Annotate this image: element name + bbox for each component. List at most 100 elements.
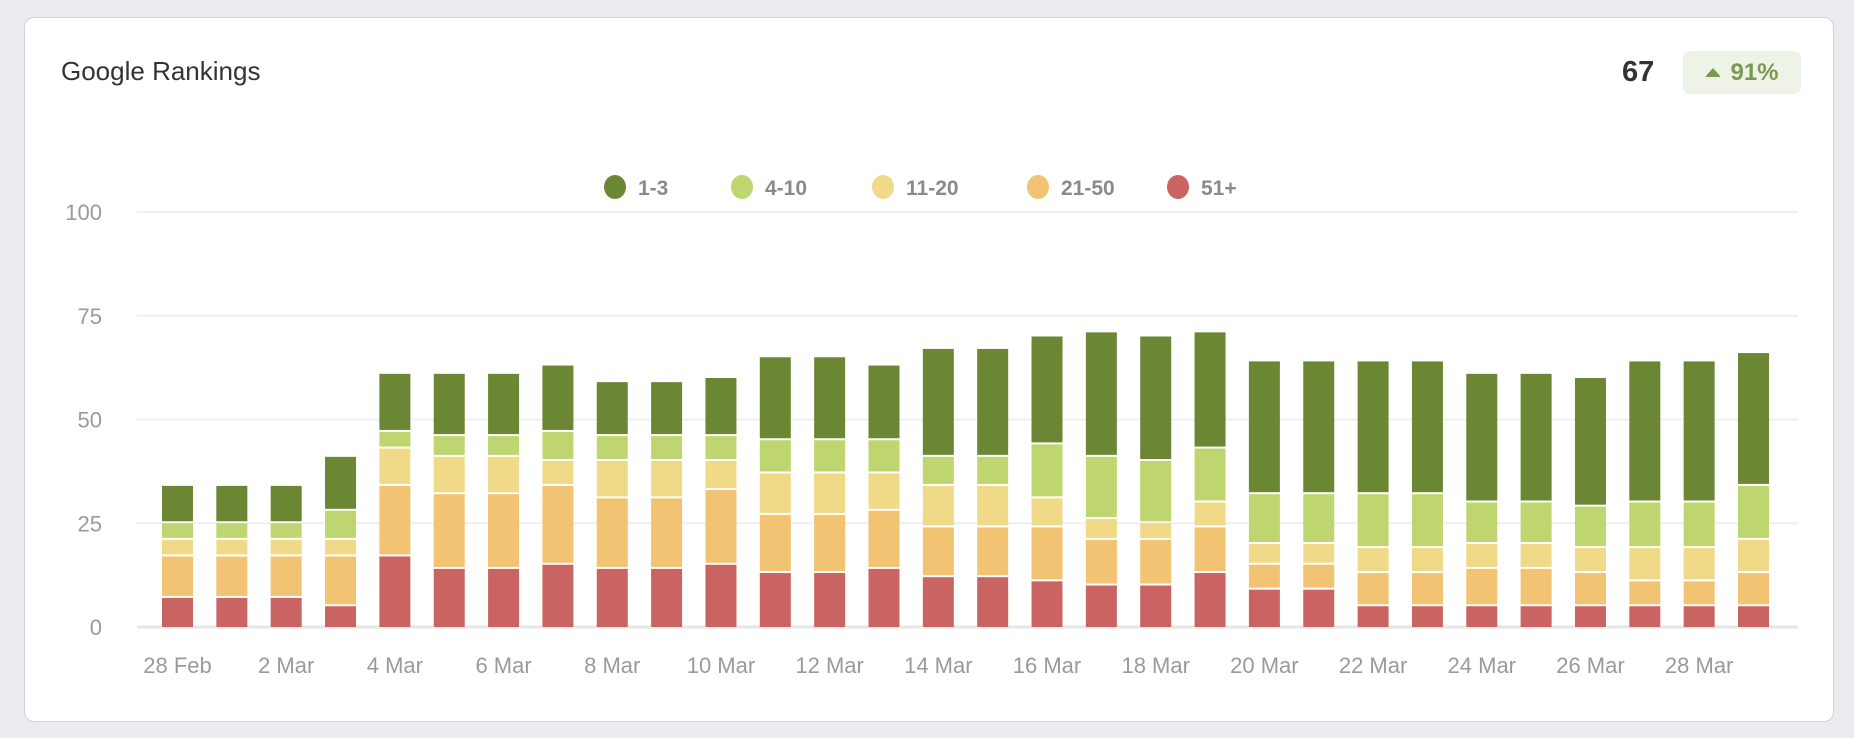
bar-segment-1-3 bbox=[596, 382, 628, 435]
x-tick-label: 8 Mar bbox=[584, 653, 640, 678]
bar-segment-1-3 bbox=[1520, 373, 1552, 501]
bar-segment-11-20 bbox=[1140, 523, 1172, 538]
bar-segment-21-50 bbox=[433, 494, 465, 567]
bar-segment-51plus bbox=[216, 597, 248, 627]
bar-segment-51plus bbox=[325, 606, 357, 627]
bar-segment-21-50 bbox=[162, 556, 193, 596]
bar-segment-4-10 bbox=[1411, 494, 1443, 547]
x-tick-label: 20 Mar bbox=[1230, 653, 1298, 678]
bar-segment-11-20 bbox=[1629, 548, 1661, 580]
x-tick-label: 26 Mar bbox=[1556, 653, 1624, 678]
bar-segment-4-10 bbox=[1031, 444, 1063, 497]
bar-segment-21-50 bbox=[325, 556, 357, 605]
bar-segment-11-20 bbox=[1194, 502, 1226, 526]
bar-segment-51plus bbox=[596, 568, 628, 627]
bar-segment-1-3 bbox=[1303, 361, 1335, 493]
bar-segment-11-20 bbox=[814, 473, 846, 513]
bar-segment-21-50 bbox=[1085, 539, 1117, 584]
y-tick-label: 0 bbox=[90, 615, 102, 640]
y-tick-label: 100 bbox=[65, 200, 102, 225]
y-tick-label: 75 bbox=[78, 304, 102, 329]
bar-segment-1-3 bbox=[977, 348, 1009, 455]
rankings-total: 67 bbox=[1622, 56, 1655, 88]
bar-segment-4-10 bbox=[651, 436, 683, 459]
card-title: Google Rankings bbox=[61, 56, 261, 86]
bar-segment-1-3 bbox=[1738, 353, 1769, 484]
bar-segment-4-10 bbox=[1738, 485, 1769, 538]
bar-segment-11-20 bbox=[379, 448, 411, 484]
bar-segment-4-10 bbox=[379, 431, 411, 447]
y-tick-label: 50 bbox=[78, 408, 102, 433]
bar-segment-1-3 bbox=[759, 357, 791, 439]
bar-segment-1-3 bbox=[433, 373, 465, 435]
bar-segment-11-20 bbox=[868, 473, 900, 509]
bar-segment-4-10 bbox=[1140, 461, 1172, 522]
bar-segment-1-3 bbox=[1629, 361, 1661, 501]
bar-segment-1-3 bbox=[162, 485, 193, 522]
bar-segment-21-50 bbox=[868, 510, 900, 567]
bar-segment-21-50 bbox=[216, 556, 248, 596]
bar-segment-4-10 bbox=[705, 436, 737, 459]
bar-segment-1-3 bbox=[216, 485, 248, 522]
bar-segment-51plus bbox=[1085, 585, 1117, 627]
bar-segment-51plus bbox=[1357, 606, 1389, 627]
bar-segment-21-50 bbox=[1683, 581, 1715, 605]
bar-segment-1-3 bbox=[1194, 332, 1226, 447]
bar-segment-4-10 bbox=[922, 456, 954, 484]
x-tick-label: 12 Mar bbox=[795, 653, 863, 678]
bar-segment-11-20 bbox=[977, 485, 1009, 526]
bar-segment-21-50 bbox=[1738, 573, 1769, 605]
bar-segment-1-3 bbox=[1248, 361, 1280, 493]
bar-segment-21-50 bbox=[1031, 527, 1063, 580]
bar-segment-21-50 bbox=[814, 514, 846, 572]
bar-segment-4-10 bbox=[325, 510, 357, 538]
bar-segment-4-10 bbox=[1466, 502, 1498, 542]
change-badge: 91% bbox=[1683, 51, 1801, 94]
bar-segment-11-20 bbox=[1085, 519, 1117, 538]
bar-segment-21-50 bbox=[1574, 573, 1606, 605]
bar-segment-11-20 bbox=[1303, 544, 1335, 563]
legend-item: 4-10 bbox=[765, 177, 807, 200]
x-tick-label: 28 Feb bbox=[143, 653, 212, 678]
legend-dot-icon bbox=[1167, 175, 1189, 199]
bar-segment-1-3 bbox=[379, 373, 411, 430]
bar-segment-51plus bbox=[162, 597, 193, 627]
bar-segment-11-20 bbox=[1248, 544, 1280, 563]
bar-segment-21-50 bbox=[1248, 564, 1280, 588]
bar-segment-1-3 bbox=[1140, 336, 1172, 459]
bar-segment-51plus bbox=[977, 577, 1009, 627]
bar-segment-11-20 bbox=[488, 456, 520, 493]
bar-segment-51plus bbox=[1031, 581, 1063, 627]
bar-segment-21-50 bbox=[542, 485, 574, 563]
bar-segment-1-3 bbox=[1466, 373, 1498, 501]
bar-segment-51plus bbox=[1466, 606, 1498, 627]
x-tick-label: 16 Mar bbox=[1013, 653, 1081, 678]
legend-item: 1-3 bbox=[638, 177, 668, 200]
bar-segment-11-20 bbox=[433, 456, 465, 493]
bar-segment-4-10 bbox=[1574, 506, 1606, 547]
bar-segment-51plus bbox=[379, 556, 411, 627]
bar-segment-1-3 bbox=[868, 365, 900, 439]
x-tick-label: 22 Mar bbox=[1339, 653, 1407, 678]
bar-segment-11-20 bbox=[325, 539, 357, 555]
x-tick-label: 24 Mar bbox=[1448, 653, 1516, 678]
bar-segment-11-20 bbox=[1738, 539, 1769, 572]
legend-item: 21-50 bbox=[1061, 177, 1115, 200]
bar-segment-51plus bbox=[488, 568, 520, 627]
bar-segment-21-50 bbox=[1303, 564, 1335, 588]
bar-segment-21-50 bbox=[1194, 527, 1226, 572]
x-tick-label: 2 Mar bbox=[258, 653, 314, 678]
bar-segment-21-50 bbox=[977, 527, 1009, 576]
bar-segment-1-3 bbox=[270, 485, 302, 522]
bar-segment-4-10 bbox=[488, 436, 520, 455]
bar-segment-51plus bbox=[433, 568, 465, 627]
bar-segment-11-20 bbox=[1574, 548, 1606, 572]
bar-segment-51plus bbox=[542, 564, 574, 627]
bar-segment-4-10 bbox=[596, 436, 628, 459]
bar-segment-21-50 bbox=[705, 490, 737, 563]
bar-segment-4-10 bbox=[1248, 494, 1280, 542]
bar-segment-4-10 bbox=[814, 440, 846, 472]
bar-segment-1-3 bbox=[705, 378, 737, 435]
bar-segment-21-50 bbox=[1411, 573, 1443, 605]
bar-segment-21-50 bbox=[651, 498, 683, 567]
